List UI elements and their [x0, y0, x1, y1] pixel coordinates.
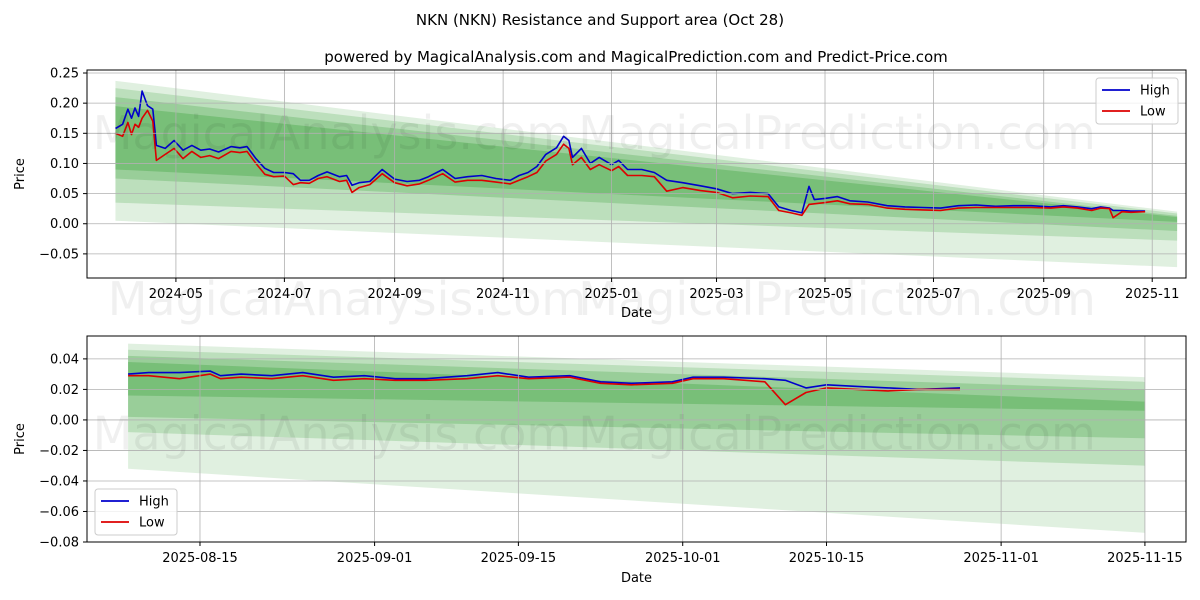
x-tick-label-9: 2025-09: [1017, 287, 1071, 302]
x-tick-label-1: 2025-09-01: [337, 551, 413, 566]
y-tick-label-0: 0.25: [50, 67, 79, 82]
upper-chart-panel: MagicalAnalysis.com MagicalPrediction.com…: [13, 67, 1187, 326]
chart-subtitle: powered by MagicalAnalysis.com and Magic…: [324, 48, 948, 66]
x-tick-label-4: 2025-10-15: [789, 551, 865, 566]
support-resistance-band-1: [128, 349, 1145, 466]
y-tick-label-4: −0.04: [39, 474, 79, 489]
legend-label-high: High: [1140, 84, 1170, 99]
y-tick-label-1: 0.02: [50, 383, 79, 398]
x-tick-label-5: 2025-01: [584, 287, 638, 302]
support-resistance-band-0: [115, 80, 1178, 268]
x-axis-label: Date: [621, 571, 652, 586]
watermark-analysis: MagicalAnalysis.com: [93, 406, 572, 460]
series-line-high: [115, 90, 1146, 214]
plot-frame: [86, 69, 1187, 279]
support-resistance-band-1: [115, 88, 1178, 241]
series-line-low: [115, 109, 1146, 219]
x-tick-label-10: 2025-11: [1125, 287, 1179, 302]
x-tick-label-6: 2025-11-15: [1107, 551, 1183, 566]
y-tick-label-3: −0.02: [39, 444, 79, 459]
legend-label-low: Low: [139, 516, 165, 531]
legend: High Low: [1095, 77, 1179, 125]
watermark-prediction-lower: MagicalPrediction.com: [578, 272, 1096, 326]
y-tick-label-2: 0.00: [50, 413, 79, 428]
y-axis-label: Price: [13, 423, 28, 455]
plot-area: [128, 343, 1145, 533]
watermark-analysis: MagicalAnalysis.com: [93, 106, 572, 160]
series-line-low: [128, 373, 960, 406]
x-tick-label-3: 2024-09: [367, 287, 421, 302]
y-tick-label-6: −0.05: [39, 247, 79, 262]
plot-frame: [86, 335, 1187, 543]
support-resistance-band-3: [115, 106, 1178, 222]
legend-label-low: Low: [1140, 105, 1166, 120]
x-tick-label-0: 2025-08-15: [162, 551, 238, 566]
watermark-analysis-lower: MagicalAnalysis.com: [108, 272, 587, 326]
x-tick-label-6: 2025-03: [689, 287, 743, 302]
x-tick-label-4: 2024-11: [476, 287, 530, 302]
watermark-prediction: MagicalPrediction.com: [578, 406, 1096, 460]
x-tick-label-3: 2025-10-01: [645, 551, 721, 566]
x-tick-label-2: 2025-09-15: [481, 551, 557, 566]
x-tick-label-2: 2024-07: [257, 287, 311, 302]
lower-chart-panel: MagicalAnalysis.com MagicalPrediction.com…: [13, 335, 1187, 586]
series-line-high: [128, 370, 961, 391]
support-resistance-band-2: [128, 355, 1145, 439]
x-tick-label-8: 2025-07: [906, 287, 960, 302]
y-tick-label-2: 0.15: [50, 127, 79, 142]
y-tick-label-4: 0.05: [50, 187, 79, 202]
x-tick-label-5: 2025-11-01: [963, 551, 1039, 566]
legend-label-high: High: [139, 495, 169, 510]
plot-area: [115, 80, 1178, 268]
x-tick-label-7: 2025-05: [798, 287, 852, 302]
y-axis-label: Price: [13, 158, 28, 190]
y-tick-label-5: −0.06: [39, 505, 79, 520]
y-tick-label-5: 0.00: [50, 217, 79, 232]
support-resistance-band-3: [128, 361, 1145, 411]
y-tick-label-3: 0.10: [50, 157, 79, 172]
support-resistance-band-2: [115, 97, 1178, 231]
y-tick-label-6: −0.08: [39, 536, 79, 551]
y-tick-label-1: 0.20: [50, 97, 79, 112]
x-axis-label: Date: [621, 306, 652, 321]
legend: High Low: [94, 488, 178, 536]
watermark-prediction: MagicalPrediction.com: [578, 106, 1096, 160]
x-tick-label-1: 2024-05: [149, 287, 203, 302]
y-tick-label-0: 0.04: [50, 352, 79, 367]
chart-title: NKN (NKN) Resistance and Support area (O…: [416, 11, 784, 29]
